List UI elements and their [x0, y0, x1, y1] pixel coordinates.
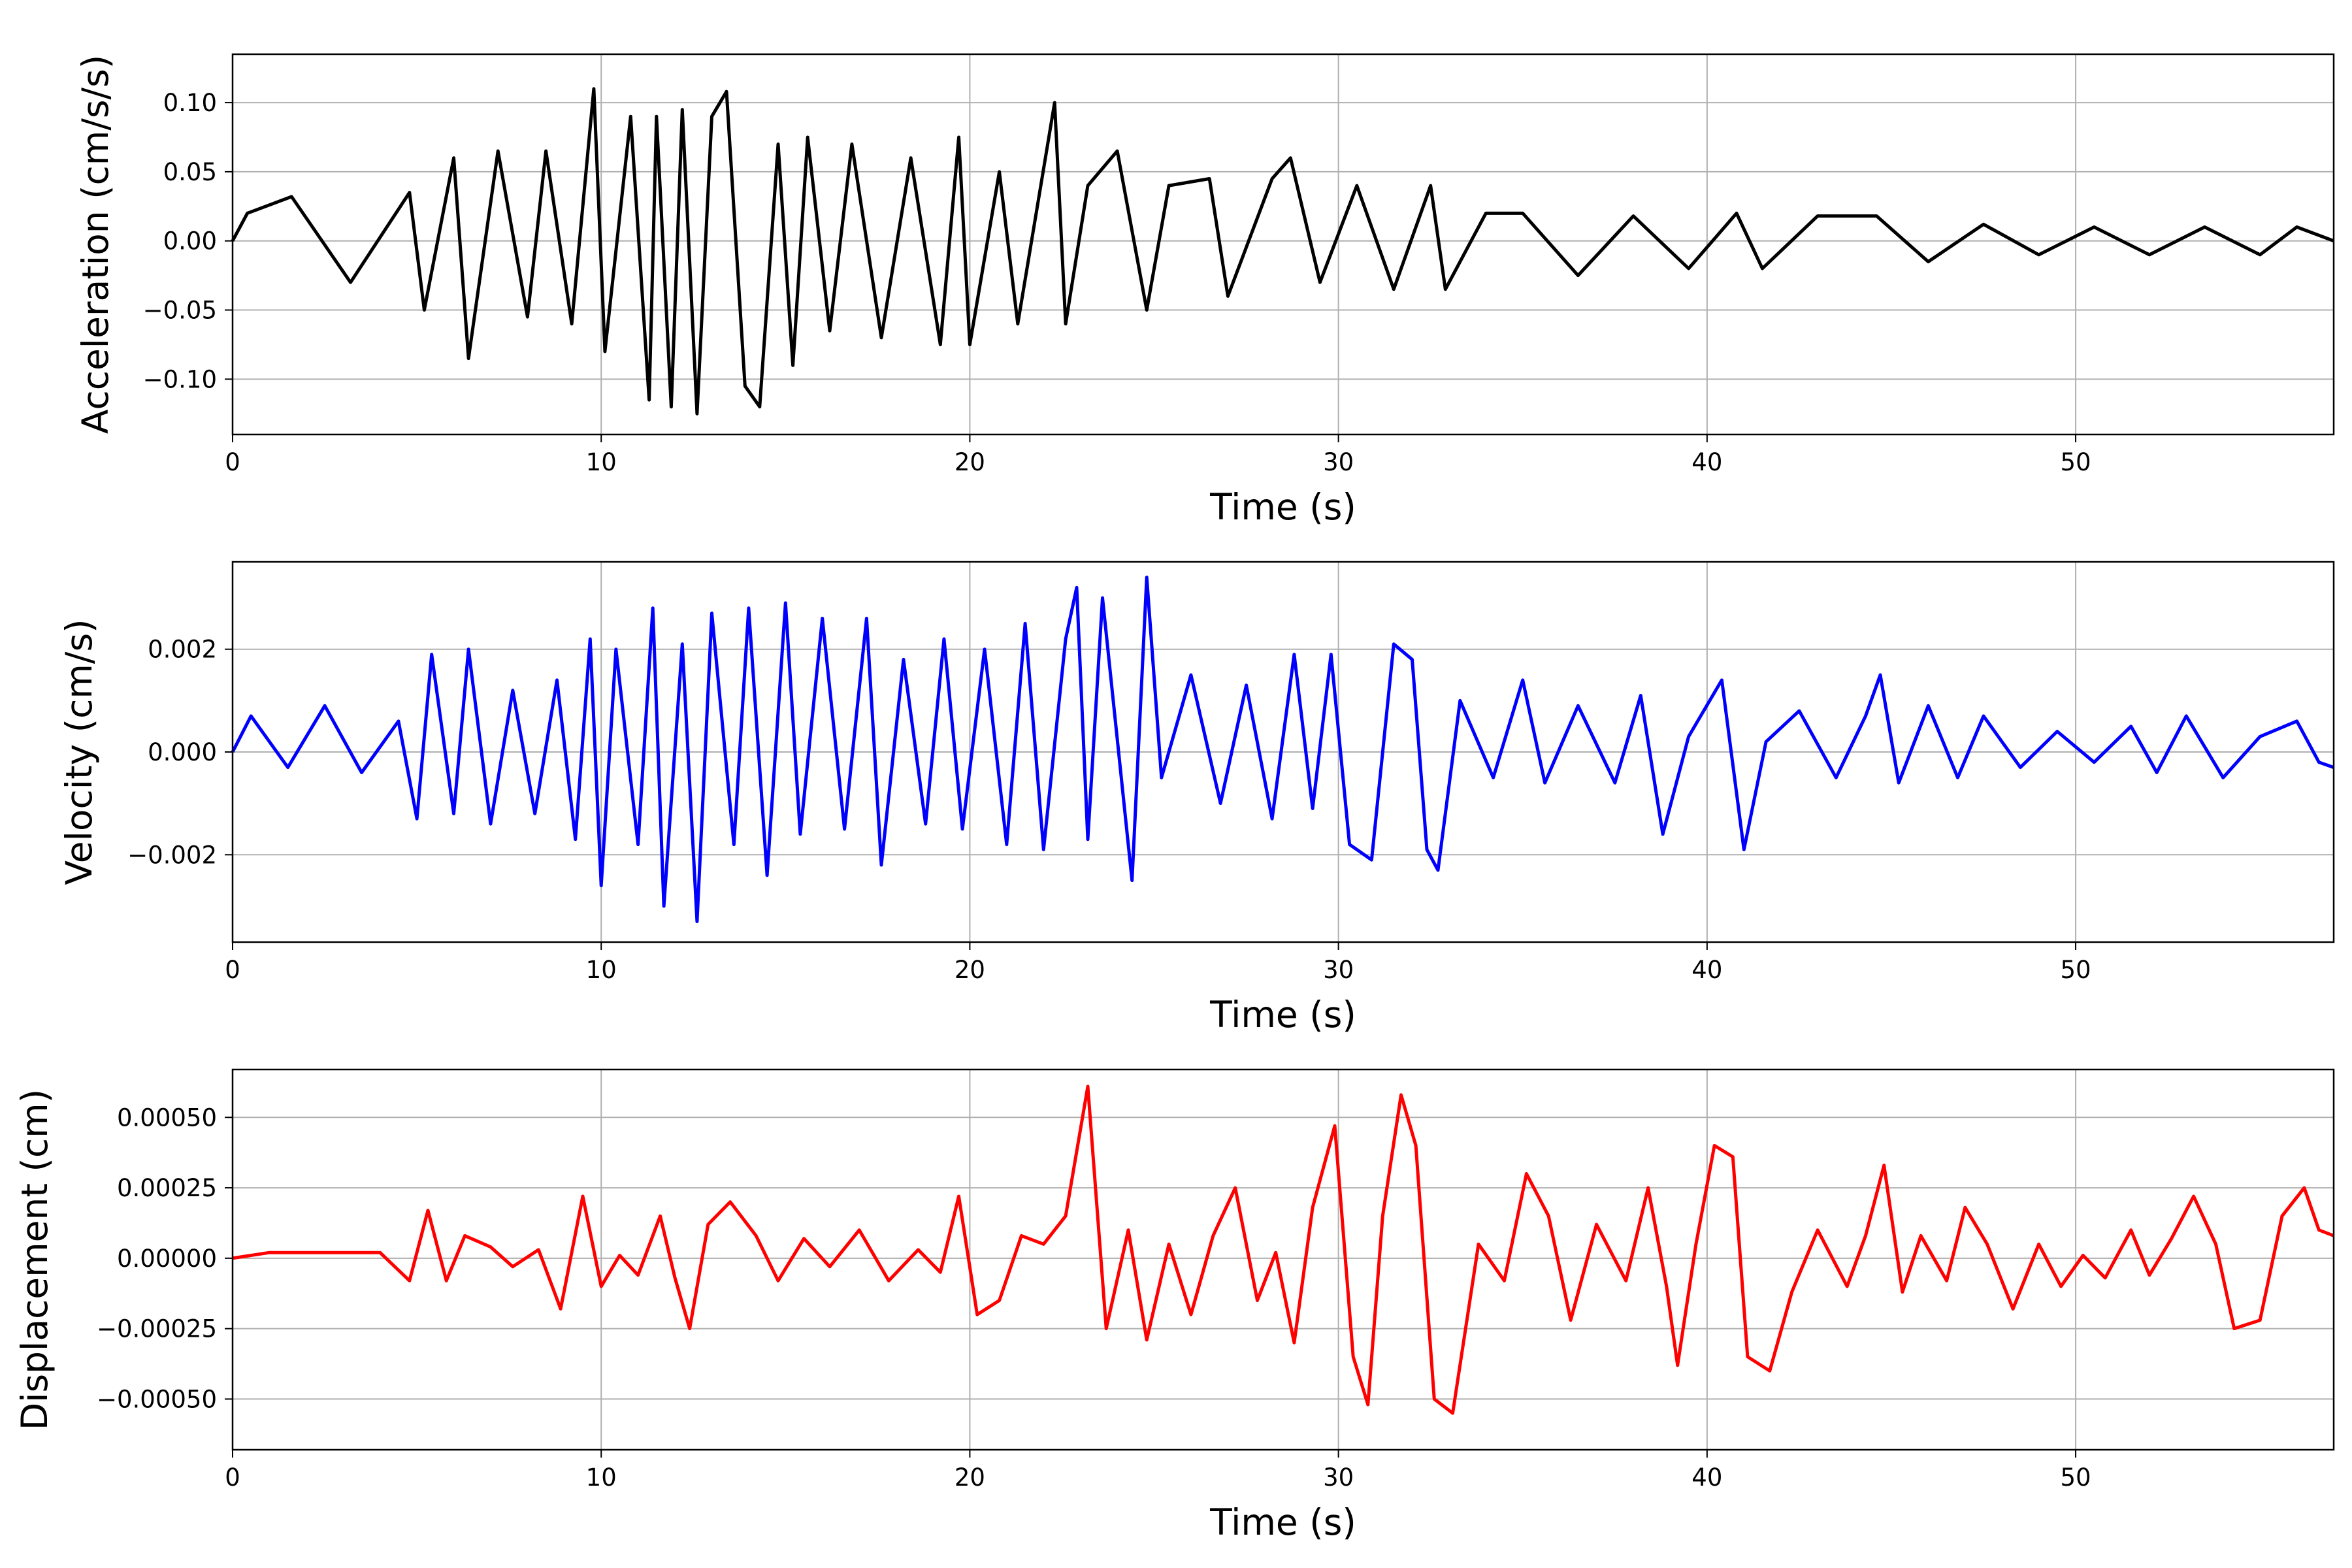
velocity-x-tick-label: 50 [2061, 956, 2091, 984]
acceleration-y-ticks: −0.10 −0.05 0.00 0.05 0.10 [143, 89, 233, 393]
displacement-panel: 0 10 20 30 40 50 −0.00050 −0.00025 0.00000 0.000… [14, 1068, 2335, 1543]
velocity-x-ticks: 0 10 20 30 40 50 [225, 942, 2091, 984]
velocity-axes-frame [231, 561, 2335, 943]
displacement-x-tick-label: 0 [225, 1463, 240, 1492]
velocity-y-tick-label: 0.002 [148, 636, 217, 664]
acceleration-x-ticks: 0 10 20 30 40 50 [225, 434, 2091, 476]
velocity-x-tick-label: 10 [586, 956, 617, 984]
velocity-x-axis-label: Time (s) [1209, 994, 1356, 1036]
velocity-panel: 0 10 20 30 40 50 −0.002 0.000 0.002 Time (s) Ve… [58, 561, 2335, 1036]
acceleration-x-tick-label: 20 [955, 448, 985, 476]
velocity-y-tick-label: −0.002 [127, 841, 217, 869]
displacement-x-axis-label: Time (s) [1209, 1501, 1356, 1543]
acceleration-panel: 0 10 20 30 40 50 −0.10 −0.05 0.00 0.05 0.10 Time … [74, 53, 2335, 528]
velocity-y-ticks: −0.002 0.000 0.002 [127, 636, 233, 869]
acceleration-y-tick-label: 0.00 [163, 227, 217, 255]
acceleration-x-axis-label: Time (s) [1209, 486, 1356, 528]
displacement-x-tick-label: 30 [1323, 1463, 1354, 1492]
acceleration-line [231, 87, 2334, 416]
displacement-y-tick-label: 0.00050 [117, 1103, 217, 1132]
displacement-axes-frame [231, 1068, 2335, 1451]
displacement-series [232, 1085, 2334, 1415]
displacement-y-tick-label: 0.00000 [117, 1245, 217, 1273]
displacement-x-ticks: 0 10 20 30 40 50 [225, 1450, 2091, 1492]
displacement-y-tick-label: 0.00025 [117, 1174, 217, 1202]
acceleration-axes-frame [231, 53, 2335, 436]
acceleration-grid [232, 54, 2334, 434]
acceleration-x-tick-label: 10 [586, 448, 617, 476]
displacement-y-ticks: −0.00050 −0.00025 0.00000 0.00025 0.00050 [97, 1103, 233, 1413]
displacement-x-tick-label: 50 [2061, 1463, 2091, 1492]
acceleration-x-tick-label: 30 [1323, 448, 1354, 476]
displacement-y-tick-label: −0.00025 [97, 1315, 217, 1343]
velocity-series [231, 576, 2334, 923]
acceleration-series [231, 87, 2334, 416]
velocity-x-tick-label: 0 [225, 956, 240, 984]
acceleration-x-tick-label: 40 [1691, 448, 1722, 476]
velocity-y-tick-label: 0.000 [148, 738, 217, 766]
displacement-line [232, 1085, 2334, 1415]
acceleration-x-tick-label: 50 [2061, 448, 2091, 476]
acceleration-y-tick-label: −0.10 [143, 365, 217, 393]
displacement-y-axis-label: Displacement (cm) [14, 1089, 56, 1430]
acceleration-y-tick-label: 0.05 [163, 158, 217, 186]
displacement-y-tick-label: −0.00050 [97, 1385, 217, 1413]
velocity-y-axis-label: Velocity (cm/s) [58, 619, 100, 885]
displacement-grid [232, 1070, 2334, 1450]
velocity-x-tick-label: 40 [1691, 956, 1722, 984]
velocity-x-tick-label: 20 [955, 956, 985, 984]
acceleration-y-tick-label: −0.05 [143, 297, 217, 325]
acceleration-y-axis-label: Acceleration (cm/s/s) [74, 55, 116, 434]
displacement-x-tick-label: 20 [955, 1463, 985, 1492]
displacement-x-tick-label: 40 [1691, 1463, 1722, 1492]
displacement-x-tick-label: 10 [586, 1463, 617, 1492]
acceleration-y-tick-label: 0.10 [163, 89, 217, 117]
velocity-line [231, 576, 2334, 923]
velocity-x-tick-label: 30 [1323, 956, 1354, 984]
acceleration-x-tick-label: 0 [225, 448, 240, 476]
